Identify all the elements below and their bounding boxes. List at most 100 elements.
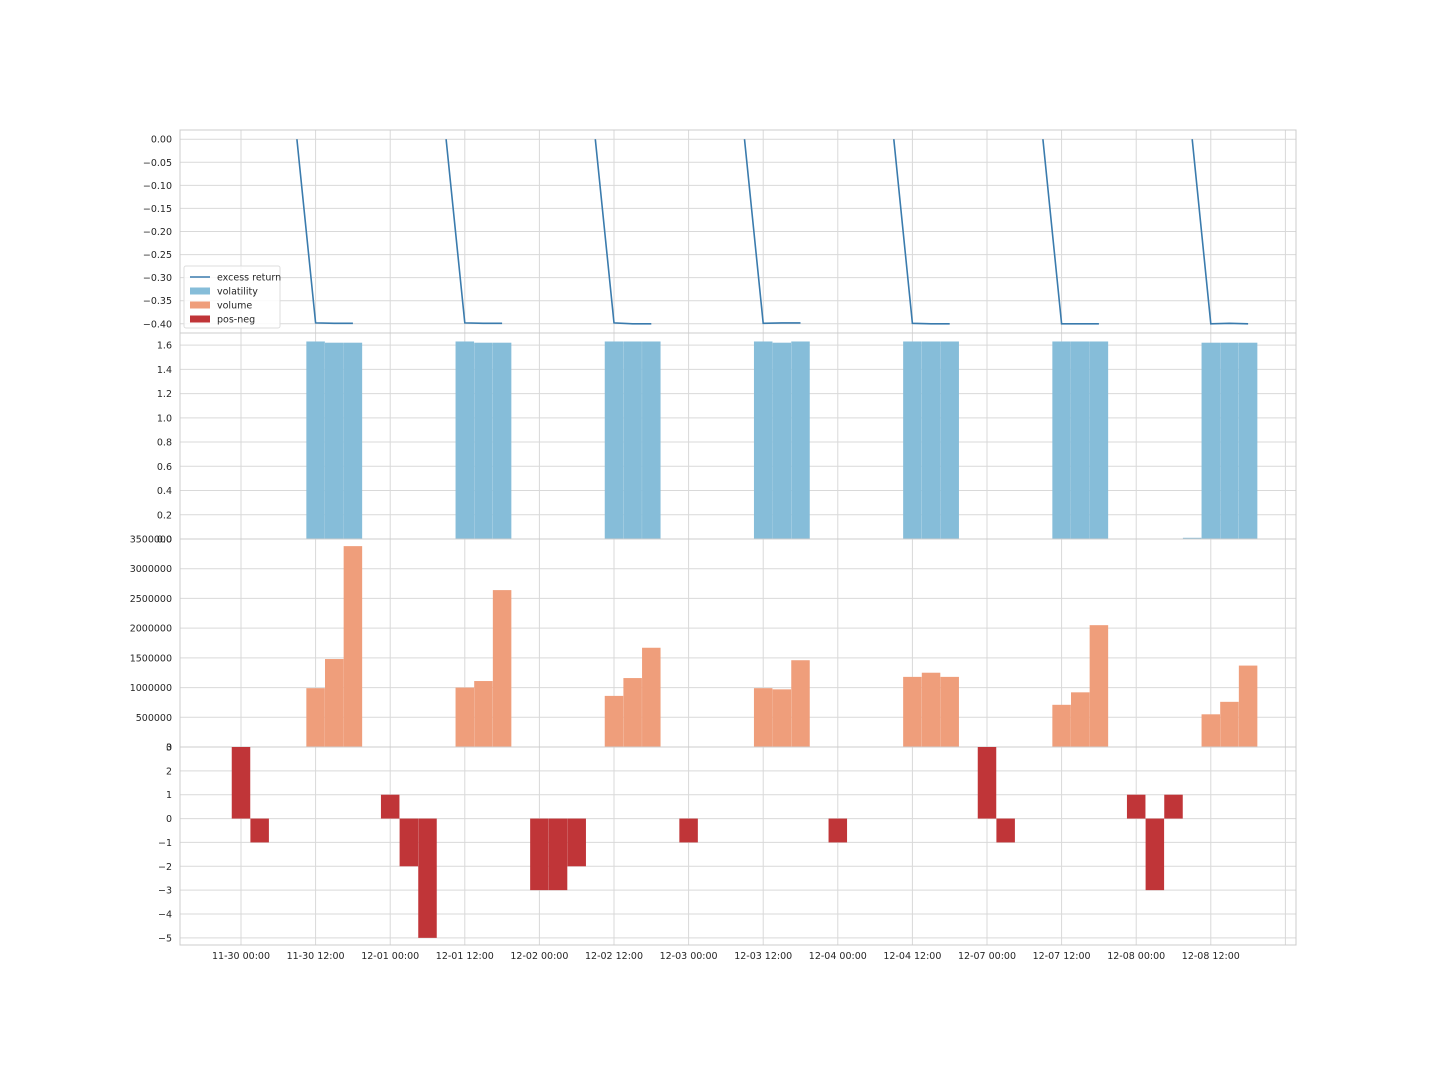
volatility-bar	[1071, 341, 1090, 539]
y-tick-label: −2	[158, 862, 172, 873]
volatility-bar	[455, 341, 475, 539]
y-tick-label: 1.2	[157, 389, 172, 400]
x-tick-label: 12-08 12:00	[1182, 951, 1240, 962]
x-tick-label: 12-01 12:00	[436, 951, 494, 962]
volatility-bar	[1201, 342, 1221, 539]
x-tick-label: 12-08 00:00	[1107, 951, 1165, 962]
volume-bar	[604, 695, 624, 747]
x-tick-label: 12-02 12:00	[585, 951, 643, 962]
pos-neg-bar	[977, 747, 997, 819]
volume-bar	[921, 672, 941, 747]
volume-bar	[753, 688, 773, 747]
pos-neg-bar	[996, 818, 1015, 843]
y-tick-label: −0.35	[143, 296, 172, 307]
pos-neg-bar	[548, 818, 568, 891]
legend-entry-label: excess return	[217, 273, 281, 284]
volatility-bar	[642, 341, 661, 539]
y-tick-label: 0.6	[157, 462, 172, 473]
excess-return-line-segment	[1191, 139, 1249, 325]
volume-bar	[1201, 714, 1221, 747]
pos-neg-bar	[231, 747, 251, 819]
y-tick-label: 0.8	[157, 438, 172, 449]
volatility-bar	[343, 342, 363, 539]
panel-frame	[179, 746, 1297, 946]
y-tick-label: 1.4	[157, 365, 172, 376]
x-tick-label: 11-30 00:00	[212, 951, 270, 962]
y-tick-label: 3	[166, 743, 172, 754]
pos-neg-bar	[418, 818, 437, 938]
pos-neg-bar	[1164, 794, 1183, 819]
x-tick-label: 12-02 00:00	[510, 951, 568, 962]
y-tick-label: −5	[158, 933, 172, 944]
y-tick-label: 0	[166, 814, 172, 825]
pos-neg-bar	[399, 818, 419, 867]
volatility-bar	[623, 341, 642, 539]
volatility-bar	[903, 341, 922, 539]
x-tick-label: 12-03 00:00	[660, 951, 718, 962]
y-tick-label: 0.0	[157, 535, 172, 546]
excess-return-line-segment	[594, 139, 652, 325]
y-tick-label: 2	[166, 766, 172, 777]
x-tick-label: 11-30 12:00	[287, 951, 345, 962]
volatility-bar	[604, 341, 624, 539]
y-tick-label: 500000	[136, 713, 172, 724]
y-tick-label: 0.4	[157, 486, 172, 497]
y-tick-label: 0	[166, 743, 172, 754]
volume-bar	[1238, 665, 1258, 747]
pos-neg-bar	[567, 818, 586, 867]
y-tick-label: −1	[158, 838, 172, 849]
legend-entry-label: volume	[217, 301, 252, 312]
x-tick-label: 12-04 00:00	[809, 951, 867, 962]
excess-return-line-segment	[296, 139, 353, 325]
y-tick-label: 0.00	[151, 135, 172, 146]
volatility-bar	[1220, 342, 1239, 539]
excess-return-line-segment	[1042, 139, 1099, 325]
volatility-bar	[492, 342, 512, 539]
volatility-bar	[1089, 341, 1109, 539]
y-tick-label: −0.15	[143, 204, 172, 215]
volatility-bar	[306, 341, 325, 539]
y-tick-label: 1000000	[130, 683, 172, 694]
y-tick-label: 3500000	[130, 535, 172, 546]
y-tick-label: −0.40	[143, 319, 172, 330]
volatility-bar	[791, 341, 810, 539]
legend-box	[183, 265, 281, 329]
volume-bar	[492, 590, 512, 747]
volume-bar	[474, 681, 493, 747]
volume-bar	[940, 676, 959, 747]
legend-bar-swatch	[190, 287, 210, 295]
y-tick-label: −0.25	[143, 250, 172, 261]
x-tick-label: 12-01 00:00	[361, 951, 419, 962]
excess-return-line-segment	[893, 139, 950, 325]
volatility-bar	[1238, 342, 1258, 539]
y-tick-label: −0.20	[143, 227, 172, 238]
y-tick-label: 1.6	[157, 341, 172, 352]
legend-bar-swatch	[190, 315, 210, 323]
y-tick-label: 2500000	[130, 594, 172, 605]
volatility-bar	[325, 342, 344, 539]
volatility-bar	[772, 342, 792, 539]
volume-bar	[642, 647, 661, 747]
y-tick-label: −0.05	[143, 158, 172, 169]
pos-neg-bar	[380, 794, 400, 819]
pos-neg-bar	[679, 818, 698, 843]
volatility-bar	[753, 341, 773, 539]
pos-neg-bar	[828, 818, 848, 843]
volume-bar	[903, 676, 922, 747]
volume-bar	[1220, 701, 1239, 747]
volume-bar	[623, 678, 642, 747]
excess-return-line-segment	[743, 139, 801, 325]
volume-bar	[791, 660, 810, 747]
y-tick-label: 1	[166, 790, 172, 801]
volatility-bar	[1182, 537, 1202, 539]
pos-neg-bar	[1126, 794, 1146, 819]
volume-bar	[1052, 704, 1071, 747]
legend-bar-swatch	[190, 301, 210, 309]
x-tick-label: 12-04 12:00	[883, 951, 941, 962]
x-tick-label: 12-03 12:00	[734, 951, 792, 962]
legend-entry-label: volatility	[217, 287, 258, 298]
y-tick-label: −0.30	[143, 273, 172, 284]
volume-bar	[1089, 625, 1109, 747]
volume-bar	[455, 687, 475, 747]
